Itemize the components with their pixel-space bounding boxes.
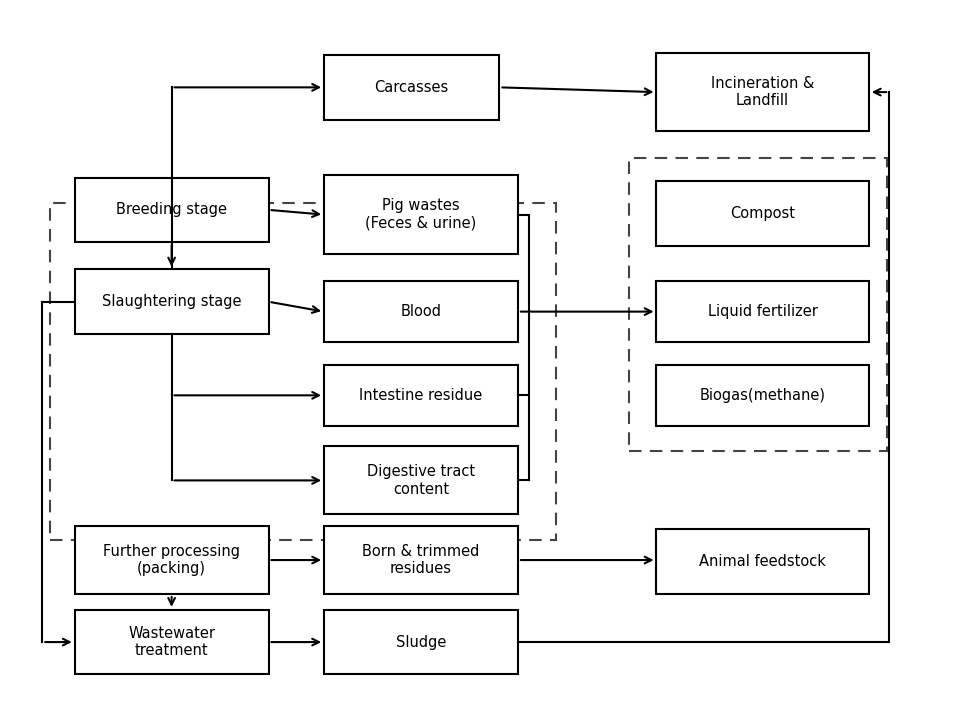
- Text: Digestive tract
content: Digestive tract content: [366, 464, 475, 496]
- Bar: [324, 447, 517, 515]
- Bar: [75, 526, 268, 594]
- Bar: [324, 610, 517, 674]
- Bar: [655, 281, 868, 342]
- Bar: [75, 177, 268, 242]
- Text: Incineration &
Landfill: Incineration & Landfill: [710, 76, 814, 108]
- Bar: [628, 159, 886, 451]
- Text: Sludge: Sludge: [395, 635, 446, 649]
- Bar: [324, 526, 517, 594]
- Text: Intestine residue: Intestine residue: [359, 388, 482, 403]
- Bar: [324, 176, 517, 254]
- Text: Carcasses: Carcasses: [374, 80, 449, 95]
- Text: Animal feedstock: Animal feedstock: [699, 554, 825, 569]
- Bar: [324, 364, 517, 426]
- Text: Compost: Compost: [729, 206, 795, 220]
- Bar: [655, 53, 868, 131]
- Text: Blood: Blood: [400, 304, 441, 319]
- Text: Breeding stage: Breeding stage: [116, 202, 227, 218]
- Bar: [75, 610, 268, 674]
- Text: Liquid fertilizer: Liquid fertilizer: [707, 304, 817, 319]
- Bar: [655, 364, 868, 426]
- Text: Wastewater
treatment: Wastewater treatment: [128, 626, 215, 658]
- Bar: [655, 181, 868, 245]
- Bar: [50, 203, 555, 540]
- Text: Biogas(methane): Biogas(methane): [699, 388, 825, 403]
- Text: Slaughtering stage: Slaughtering stage: [102, 294, 241, 309]
- Text: Pig wastes
(Feces & urine): Pig wastes (Feces & urine): [365, 199, 476, 231]
- Bar: [75, 269, 268, 334]
- Text: Born & trimmed
residues: Born & trimmed residues: [362, 544, 480, 576]
- Bar: [324, 281, 517, 342]
- Text: Further processing
(packing): Further processing (packing): [103, 544, 240, 576]
- Bar: [655, 530, 868, 594]
- Bar: [324, 55, 499, 120]
